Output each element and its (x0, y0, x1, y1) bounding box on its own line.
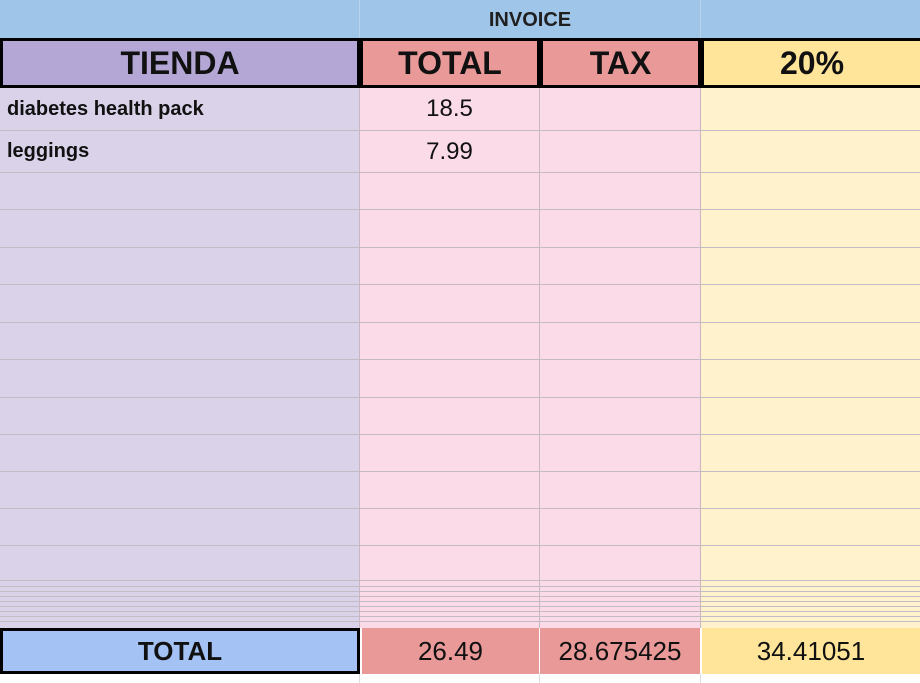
store-column (0, 88, 359, 628)
totals-tax-cell[interactable]: 28.675425 (540, 628, 700, 674)
invoice-title[interactable]: INVOICE (488, 8, 572, 31)
totals-rate-cell[interactable]: 34.41051 (702, 628, 920, 674)
row-divider (0, 621, 920, 622)
row-divider (0, 471, 920, 472)
row-divider (0, 580, 920, 581)
row-divider (0, 322, 920, 323)
title-cell-divider (700, 0, 701, 38)
row-divider (0, 591, 920, 592)
title-row (0, 0, 920, 38)
row-divider (0, 508, 920, 509)
item-rate-cell[interactable] (701, 88, 920, 130)
column-divider (700, 674, 701, 683)
item-rate-cell[interactable] (701, 131, 920, 172)
next-empty-row (0, 674, 920, 683)
header-total[interactable]: TOTAL (360, 38, 540, 88)
tax-column (540, 88, 700, 628)
item-name-cell[interactable]: leggings (7, 140, 90, 162)
row-divider (0, 616, 920, 617)
header-tax[interactable]: TAX (540, 38, 701, 88)
totals-label[interactable]: TOTAL (0, 628, 360, 674)
total-column (360, 88, 539, 628)
column-divider (539, 674, 540, 683)
title-cell-divider (359, 0, 360, 38)
row-divider (0, 611, 920, 612)
row-divider (0, 397, 920, 398)
column-divider (539, 88, 540, 628)
row-divider (0, 247, 920, 248)
item-total-cell[interactable]: 7.99 (426, 137, 473, 165)
row-divider (0, 601, 920, 602)
rate-column (701, 88, 920, 628)
row-divider (0, 434, 920, 435)
item-name-cell[interactable]: diabetes health pack (7, 97, 204, 120)
header-tienda[interactable]: TIENDA (0, 38, 360, 88)
column-divider (700, 88, 701, 628)
item-tax-cell[interactable] (540, 88, 700, 130)
row-divider (0, 130, 920, 131)
row-divider (0, 545, 920, 546)
row-divider (0, 359, 920, 360)
header-rate[interactable]: 20% (701, 38, 920, 88)
row-divider (0, 606, 920, 607)
column-divider (359, 674, 360, 683)
item-total-cell[interactable]: 18.5 (426, 95, 473, 122)
row-divider (0, 586, 920, 587)
row-divider (0, 284, 920, 285)
row-divider (0, 172, 920, 173)
column-divider (359, 88, 360, 628)
row-divider (0, 596, 920, 597)
item-tax-cell[interactable] (540, 131, 700, 172)
totals-total-cell[interactable]: 26.49 (362, 628, 539, 674)
row-divider (0, 209, 920, 210)
